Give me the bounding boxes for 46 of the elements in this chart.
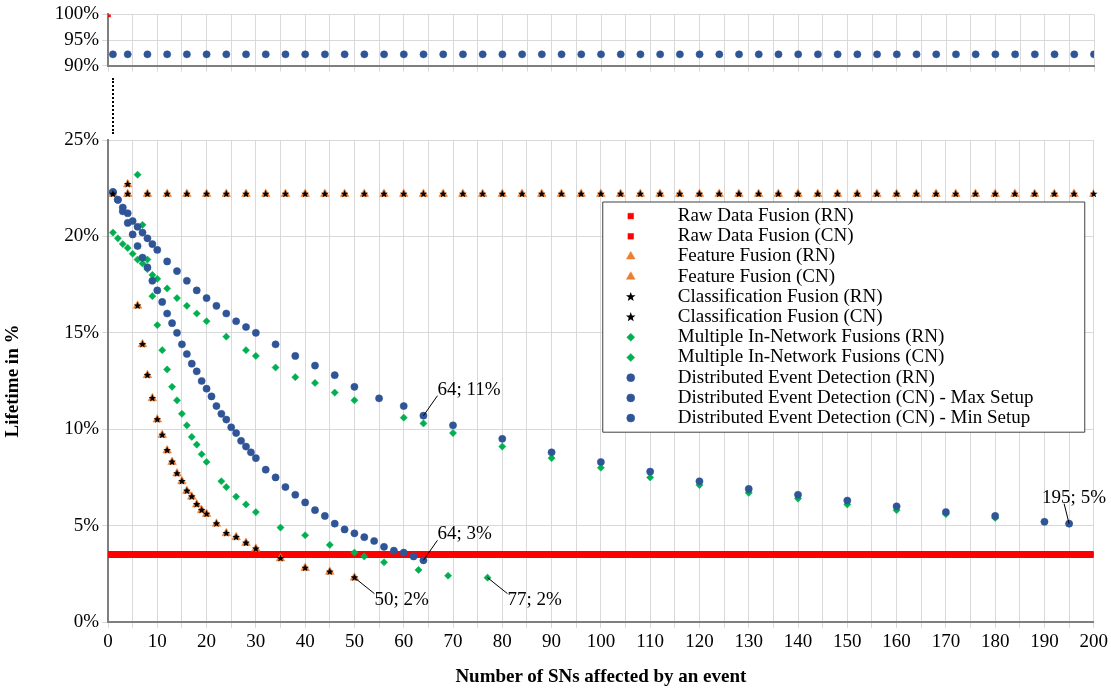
x-tick-label: 140 bbox=[783, 630, 813, 652]
x-axis-title: Number of SNs affected by an event bbox=[455, 664, 748, 686]
y-tick-label: 25% bbox=[64, 127, 100, 149]
x-tick-label: 160 bbox=[882, 630, 911, 652]
y-axis-title: Lifetime in % bbox=[1, 324, 23, 438]
x-tick-label: 110 bbox=[636, 630, 665, 652]
x-tick-label: 90 bbox=[542, 630, 562, 652]
y-tick-label: 100% bbox=[54, 2, 100, 24]
x-tick-label: 200 bbox=[1079, 630, 1108, 652]
x-tick-label: 20 bbox=[197, 630, 217, 652]
y-tick-label: 10% bbox=[64, 417, 100, 439]
x-tick-label: 120 bbox=[685, 630, 714, 652]
annotation: 64; 11% bbox=[437, 377, 501, 399]
text: Raw Data Fusion (RN) bbox=[677, 204, 854, 226]
legend-label: Classification Fusion (CN) bbox=[677, 305, 883, 328]
annotation: 195; 5% bbox=[1042, 485, 1107, 507]
annotation: 50; 2% bbox=[374, 587, 429, 609]
y-tick-label: 20% bbox=[64, 224, 100, 246]
x-tick-label: 50 bbox=[344, 630, 364, 652]
x-tick-label: 30 bbox=[246, 630, 266, 652]
x-tick-label: 40 bbox=[295, 630, 315, 652]
y-tick-label: 95% bbox=[64, 27, 100, 49]
annotation: 77; 2% bbox=[507, 587, 563, 609]
legend-label: Feature Fusion (RN) bbox=[677, 244, 836, 267]
x-tick-label: 10 bbox=[147, 630, 167, 652]
y-tick-label: 15% bbox=[64, 320, 100, 342]
text: Distributed Event Detection (RN) bbox=[677, 365, 935, 387]
x-tick-label: 180 bbox=[980, 630, 1010, 652]
x-tick-label: 80 bbox=[492, 630, 512, 652]
annotation: 64; 3% bbox=[437, 522, 492, 544]
y-tick-label: 90% bbox=[64, 53, 100, 75]
x-tick-label: 0 bbox=[103, 630, 113, 652]
x-tick-label: 170 bbox=[931, 630, 961, 652]
x-tick-label: 130 bbox=[734, 630, 763, 652]
legend-label: Raw Data Fusion (CN) bbox=[677, 224, 854, 247]
x-tick-label: 60 bbox=[394, 630, 414, 652]
legend-label: Multiple In-Network Fusions (CN) bbox=[677, 345, 945, 368]
x-tick-label: 70 bbox=[443, 630, 463, 652]
legend-label: Distributed Event Detection (CN) - Min Setup bbox=[677, 406, 1031, 429]
y-tick-label: 5% bbox=[73, 513, 100, 535]
legend-label: Feature Fusion (CN) bbox=[677, 264, 836, 287]
legend-label: Multiple In-Network Fusions (RN) bbox=[677, 325, 945, 348]
x-tick-label: 190 bbox=[1030, 630, 1059, 652]
y-tick-label: 0% bbox=[73, 609, 100, 631]
x-tick-label: 100 bbox=[586, 630, 616, 652]
x-tick-label: 150 bbox=[833, 630, 862, 652]
